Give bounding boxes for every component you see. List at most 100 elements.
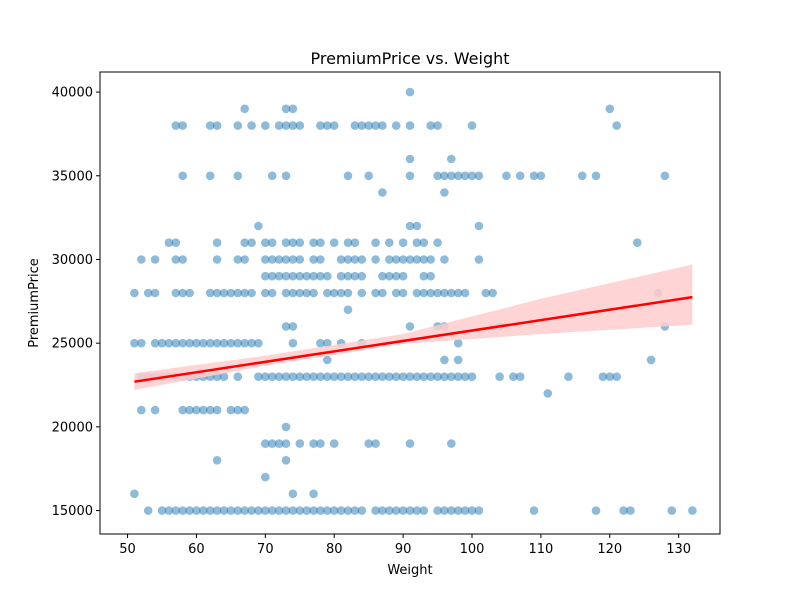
data-point bbox=[247, 506, 256, 515]
data-point bbox=[343, 372, 353, 382]
data-point bbox=[453, 506, 463, 515]
x-tick-label: 120 bbox=[597, 542, 622, 557]
data-point bbox=[178, 171, 187, 181]
data-point bbox=[391, 288, 401, 298]
data-point bbox=[329, 439, 339, 448]
data-point bbox=[336, 255, 346, 264]
y-tick-label: 15000 bbox=[52, 504, 93, 519]
data-point bbox=[605, 104, 615, 114]
data-point bbox=[288, 372, 298, 382]
data-point bbox=[405, 221, 415, 231]
data-point bbox=[447, 288, 456, 298]
data-point bbox=[350, 506, 360, 515]
data-point bbox=[309, 238, 318, 247]
x-tick-label: 100 bbox=[460, 542, 485, 557]
data-point bbox=[426, 288, 436, 298]
data-point bbox=[543, 389, 553, 398]
data-point bbox=[267, 288, 277, 298]
data-point bbox=[412, 372, 422, 382]
data-point bbox=[137, 405, 146, 415]
data-point bbox=[343, 238, 353, 247]
data-point bbox=[157, 506, 167, 515]
data-point bbox=[288, 271, 298, 281]
data-point bbox=[364, 439, 374, 448]
data-point bbox=[391, 372, 401, 382]
data-point bbox=[240, 238, 249, 247]
data-point bbox=[350, 271, 360, 281]
data-point bbox=[281, 506, 291, 515]
data-point bbox=[405, 506, 415, 515]
data-point bbox=[240, 288, 249, 298]
data-point bbox=[398, 372, 408, 382]
data-point bbox=[178, 506, 187, 515]
data-point bbox=[419, 238, 429, 247]
y-tick-label: 25000 bbox=[52, 337, 93, 352]
data-point bbox=[426, 271, 436, 281]
data-point bbox=[364, 372, 374, 382]
data-point bbox=[274, 506, 284, 515]
data-point bbox=[185, 338, 194, 348]
x-tick-label: 50 bbox=[119, 542, 136, 557]
data-point bbox=[433, 238, 442, 247]
data-point bbox=[316, 439, 325, 448]
data-point bbox=[295, 288, 305, 298]
data-point bbox=[240, 255, 249, 264]
data-point bbox=[343, 255, 353, 264]
data-point bbox=[281, 238, 291, 247]
data-point bbox=[150, 255, 160, 264]
x-axis-label: Weight bbox=[387, 563, 432, 578]
data-point bbox=[405, 255, 415, 264]
data-point bbox=[164, 338, 174, 348]
data-point bbox=[226, 338, 236, 348]
data-point bbox=[433, 121, 442, 130]
data-point bbox=[385, 271, 394, 281]
data-point bbox=[378, 271, 387, 281]
data-point bbox=[467, 372, 477, 382]
data-point bbox=[323, 288, 332, 298]
data-point bbox=[660, 171, 670, 181]
data-point bbox=[460, 372, 470, 382]
data-point bbox=[274, 255, 284, 264]
data-point bbox=[295, 439, 305, 448]
data-point bbox=[185, 506, 194, 515]
data-point bbox=[460, 288, 470, 298]
data-point bbox=[295, 255, 305, 264]
data-point bbox=[619, 506, 628, 515]
data-point bbox=[626, 506, 635, 515]
data-point bbox=[447, 439, 456, 448]
data-point bbox=[433, 372, 442, 382]
data-point bbox=[309, 288, 318, 298]
data-point bbox=[405, 87, 415, 97]
x-axis: 50 60 70 80 90 100 110 120 130 bbox=[119, 534, 691, 557]
data-point bbox=[171, 255, 181, 264]
data-point bbox=[329, 121, 339, 130]
data-point bbox=[212, 121, 222, 130]
data-point bbox=[281, 439, 291, 448]
data-point bbox=[288, 338, 298, 348]
data-point bbox=[398, 288, 408, 298]
data-point bbox=[591, 506, 601, 515]
data-point bbox=[137, 338, 146, 348]
data-point bbox=[323, 271, 332, 281]
data-point bbox=[502, 171, 511, 181]
data-point bbox=[157, 338, 167, 348]
data-point bbox=[261, 506, 270, 515]
x-tick-label: 70 bbox=[257, 542, 274, 557]
data-point bbox=[688, 506, 697, 515]
data-point bbox=[212, 288, 222, 298]
data-point bbox=[199, 338, 208, 348]
data-point bbox=[267, 372, 277, 382]
data-point bbox=[192, 506, 201, 515]
data-point bbox=[419, 255, 429, 264]
data-point bbox=[164, 238, 174, 247]
data-point bbox=[343, 271, 353, 281]
data-point bbox=[240, 506, 249, 515]
data-point bbox=[212, 338, 222, 348]
data-point bbox=[316, 338, 325, 348]
data-point bbox=[295, 372, 305, 382]
data-point bbox=[212, 506, 222, 515]
data-point bbox=[130, 489, 139, 499]
data-point bbox=[205, 288, 215, 298]
data-point bbox=[440, 288, 449, 298]
data-point bbox=[447, 506, 456, 515]
